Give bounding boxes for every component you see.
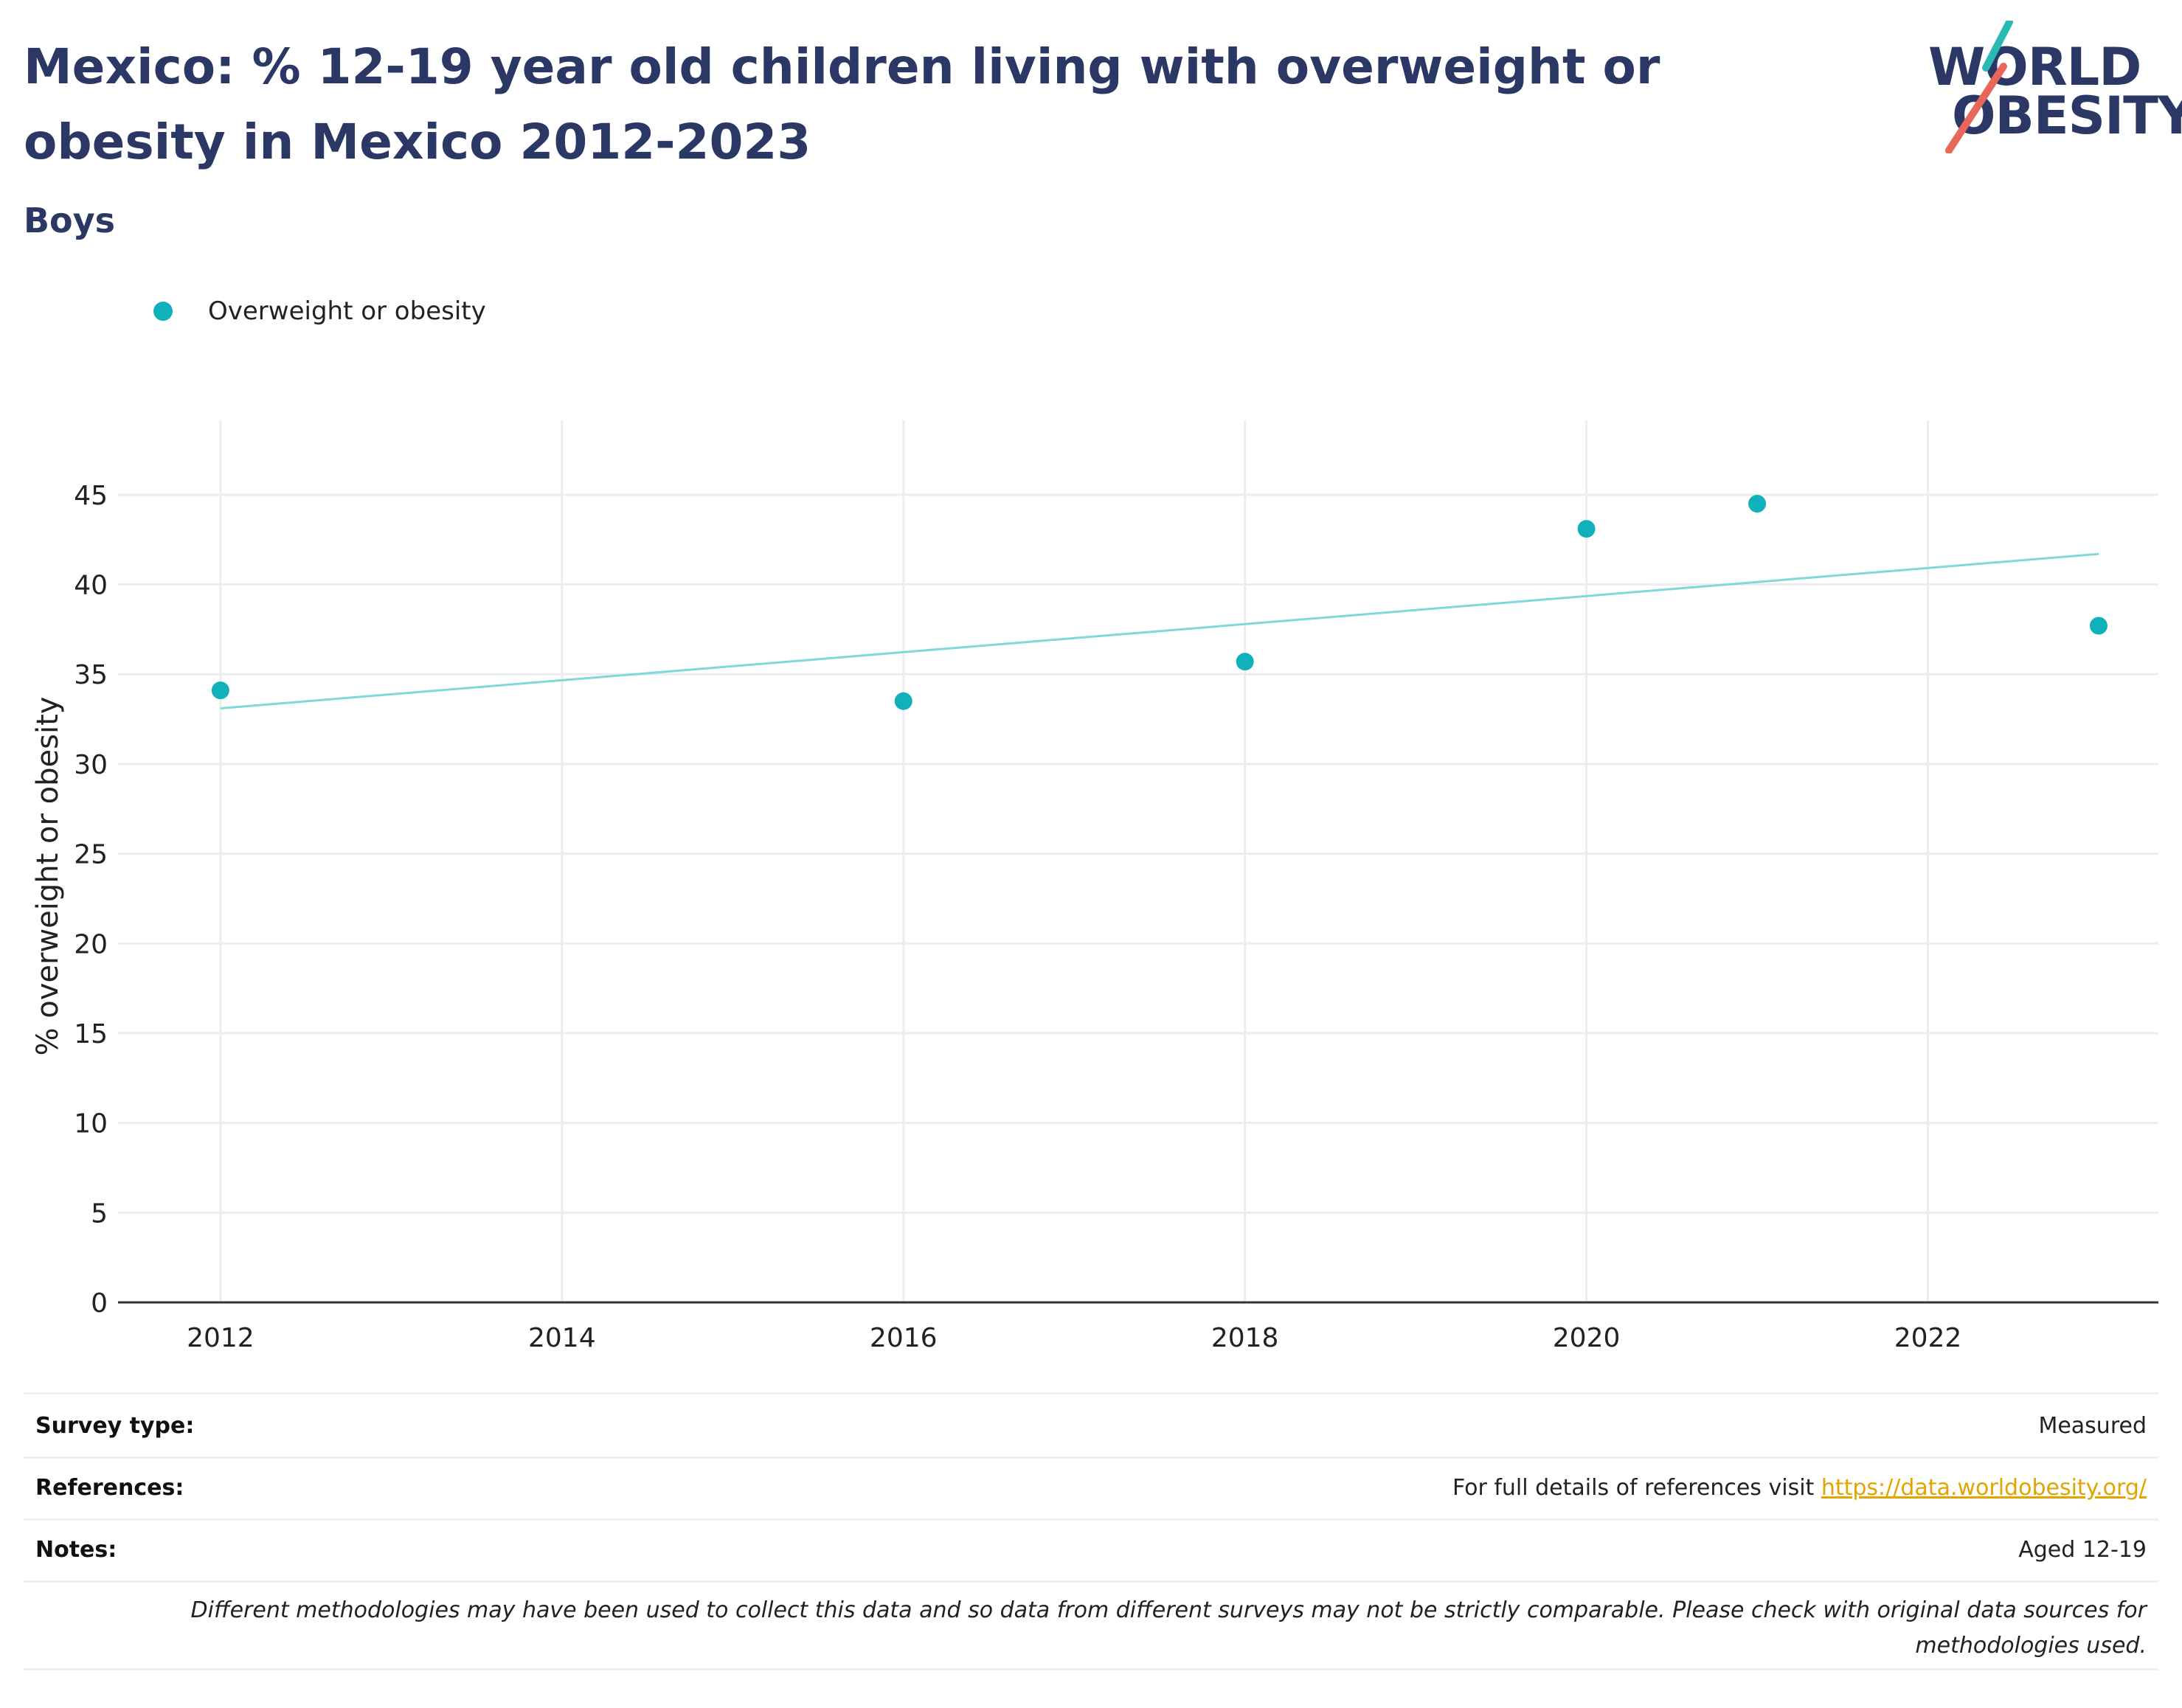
legend-marker [153,302,173,321]
chart-legend[interactable]: Overweight or obesity [153,296,486,326]
logo-slash-icon [1945,21,2013,153]
x-tick-label: 2022 [1894,1323,1962,1353]
legend-label: Overweight or obesity [208,296,486,326]
scatter-chart: 2012 2014 2016 2018 2020 2022 0 5 10 15 20 25 30 35 40… [31,420,2158,1353]
data-point [2089,617,2107,635]
references-link[interactable]: https://data.worldobesity.org/ [1821,1474,2147,1501]
logo-text-world: WORLD [1928,37,2141,97]
meta-row-survey-type: Survey type: Measured [24,1395,2158,1459]
x-tick-label: 2012 [187,1323,254,1353]
x-tick-label: 2014 [528,1323,596,1353]
chart-title: Mexico: % 12-19 year old children living… [24,38,1660,170]
meta-value: Measured [2038,1412,2147,1439]
y-axis-title: % overweight or obesity [31,697,65,1056]
meta-key: References: [35,1474,184,1501]
data-point [211,681,229,700]
chart-subtitle: Boys [24,201,116,240]
y-tick-label: 5 [91,1198,108,1229]
y-tick-label: 40 [74,571,108,601]
logo-text-obesity: OBESITY [1952,86,2182,146]
y-tick-label: 10 [74,1109,108,1139]
meta-row-references: References: For full details of referenc… [24,1457,2158,1521]
meta-value: For full details of references visit htt… [1452,1475,2158,1501]
data-point [1748,495,1767,513]
divider [24,1668,2158,1670]
data-point [1577,520,1596,538]
disclaimer-text: Different methodologies may have been us… [190,1597,2147,1659]
meta-key: Notes: [35,1536,117,1563]
metadata-table: Survey type: Measured References: For fu… [24,1392,2158,1583]
x-tick-label: 2020 [1553,1323,1621,1353]
world-obesity-logo: WORLD OBESITY [1918,21,2182,153]
y-tick-label: 15 [74,1019,108,1049]
meta-row-notes: Notes: Aged 12-19 [24,1518,2158,1583]
data-point [894,692,912,710]
meta-key: Survey type: [35,1412,195,1439]
meta-value: Aged 12-19 [2018,1536,2147,1563]
y-tick-label: 20 [74,929,108,959]
x-tick-label: 2016 [870,1323,938,1353]
data-point [1236,653,1254,671]
y-tick-label: 35 [74,660,108,690]
x-tick-label: 2018 [1211,1323,1279,1353]
trend-line [220,552,2099,709]
y-tick-label: 0 [91,1288,108,1319]
y-tick-label: 25 [74,840,108,870]
y-tick-label: 45 [74,481,108,511]
y-tick-label: 30 [74,750,108,780]
references-text: For full details of references visit [1452,1474,1821,1501]
